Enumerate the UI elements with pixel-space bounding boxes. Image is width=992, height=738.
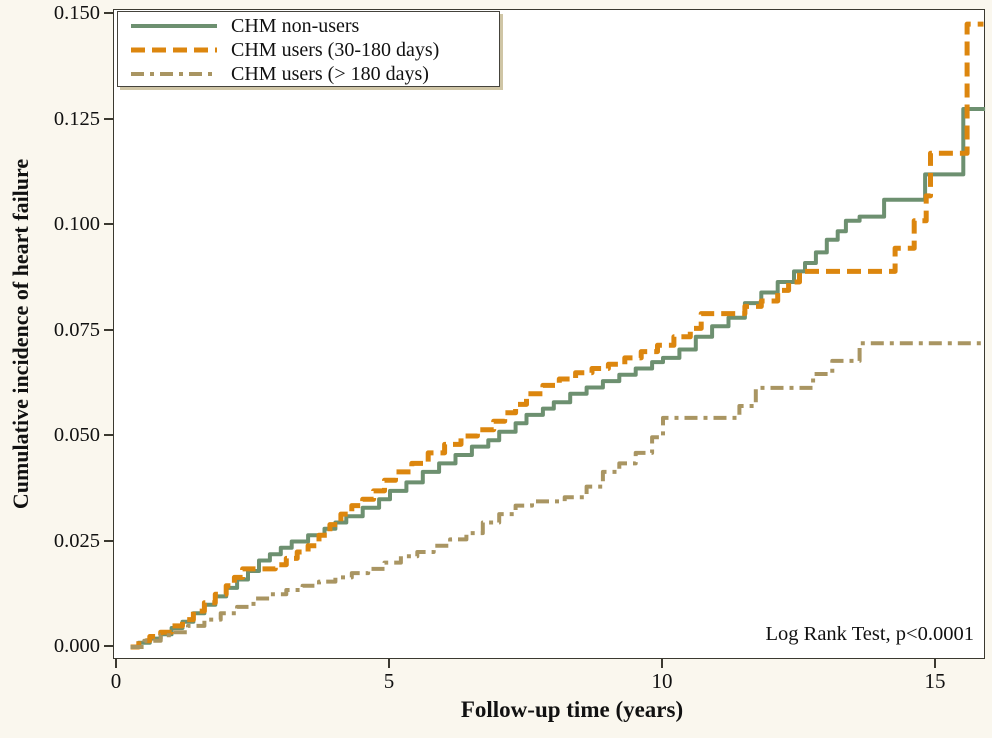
survival-curves — [130, 21, 986, 650]
legend-item: CHM users (30-180 days) — [118, 38, 499, 62]
y-axis-tick-label: 0.150 — [53, 2, 100, 24]
x-axis-tick-label: 0 — [110, 669, 122, 693]
x-axis-tick-label: 10 — [651, 669, 673, 693]
y-axis-tick-label: 0.075 — [53, 318, 100, 341]
plot-area — [113, 9, 986, 659]
legend-item: CHM non-users — [118, 14, 499, 38]
dash-dot-line-icon — [131, 72, 217, 76]
y-axis-tick-label: 0.125 — [53, 107, 100, 130]
y-axis-tick-label: 0.025 — [53, 529, 100, 552]
y-axis-tick — [104, 434, 113, 436]
legend-label: CHM users (> 180 days) — [231, 62, 429, 85]
x-axis-tick — [115, 659, 117, 668]
legend-item: CHM users (> 180 days) — [118, 62, 499, 86]
y-axis-tick — [104, 328, 113, 331]
dashed-line-icon — [131, 47, 217, 53]
y-axis-tick — [104, 539, 113, 542]
series-line-chm-users-30-180-days — [130, 21, 984, 650]
y-axis-tick-label: 0.000 — [53, 635, 100, 657]
log-rank-annotation: Log Rank Test, p<0.0001 — [765, 623, 974, 645]
y-axis-tick-label: 0.050 — [53, 424, 100, 446]
x-axis-tick — [934, 659, 936, 668]
series-line-chm-non-users — [130, 107, 986, 649]
legend-label: CHM non-users — [231, 14, 360, 37]
solid-line-icon — [131, 24, 217, 28]
series-line-chm-users-180-days — [130, 341, 986, 649]
y-axis-tick — [104, 223, 113, 225]
x-axis-tick-label: 15 — [924, 669, 946, 693]
x-axis-title: Follow-up time (years) — [460, 697, 684, 722]
legend: CHM non-users CHM users (30-180 days) CH… — [117, 11, 500, 87]
x-axis-tick — [661, 659, 663, 668]
y-axis-tick — [104, 645, 113, 647]
y-axis-tick-label: 0.100 — [53, 213, 100, 235]
x-axis-tick-label: 5 — [383, 669, 395, 693]
y-axis-tick — [104, 117, 113, 120]
y-axis-tick — [104, 12, 113, 14]
legend-label: CHM users (30-180 days) — [231, 38, 440, 61]
x-axis-tick — [388, 659, 390, 668]
